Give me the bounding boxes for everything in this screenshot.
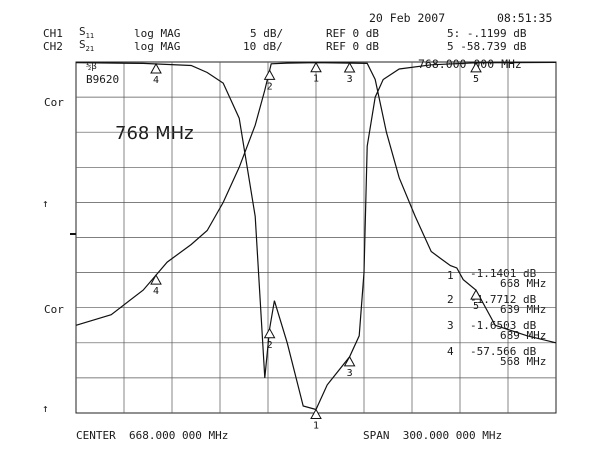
marker-label: 1 [313,420,319,431]
ch2-label: CH2 [43,40,63,53]
marker-4-s11 [150,62,162,74]
marker-label: 5 [473,301,479,312]
marker-table-number: 1 [447,269,454,282]
marker-table-number: 2 [447,293,454,306]
ch2-scale: 10 dB/ [243,40,283,53]
marker-2-s11 [263,327,276,339]
correction-indicator-top: Cor [44,96,64,109]
marker-2-s21 [263,69,276,80]
marker-5-s11 [470,61,482,73]
marker-3-s21 [343,62,356,73]
marker-label: 3 [347,368,353,379]
marker-label: 5 [473,74,479,85]
marker-table-frequency: 668 MHz [500,277,547,290]
ch1-label: CH1 [43,27,63,40]
ch2-param: S21 [79,38,95,54]
averaging-value: B9620 [86,73,120,86]
reference-arrow-icon: ↑ [42,402,49,415]
marker-table-number: 3 [447,319,454,332]
marker-label: 2 [267,340,273,351]
marker-label: 3 [347,74,353,85]
ch1-format: log MAG [134,27,181,40]
marker-5-s21 [470,289,482,300]
marker-label: 4 [153,75,159,86]
span-frequency: SPAN 300.000 000 MHz [363,429,503,442]
marker-table-frequency: 689 MHz [500,329,547,342]
marker-table-value: -1.7712 dB [470,293,537,306]
marker-1-s21 [310,61,322,73]
marker-4-s21 [150,274,162,285]
averaging-symbol: ½β [86,62,97,72]
center-frequency: CENTER 668.000 000 MHz [76,429,229,442]
marker-table-number: 4 [447,345,454,358]
ch1-reference: REF 0 dB [326,27,379,40]
marker-1-s11 [310,408,322,419]
marker-table-frequency: 568 MHz [500,355,547,368]
correction-indicator-bottom: Cor [44,303,64,316]
ch2-reference: REF 0 dB [326,40,379,53]
ch1-param: S11 [79,25,95,41]
marker-3-s11 [343,355,356,367]
marker-label: 1 [313,74,319,85]
trace-s11 [75,61,557,411]
marker-table-value: -1.1401 dB [470,267,537,280]
sweep-date: 20 Feb 2007 [369,11,446,25]
marker-table-value: -57.566 dB [470,345,537,358]
marker-label: 4 [153,286,159,297]
ch2-format: log MAG [134,40,181,53]
marker-table-frequency: 639 MHz [500,303,547,316]
trace-s21 [75,62,557,344]
ch2-marker-readout: 5 -58.739 dB [447,40,527,53]
ch1-marker-readout: 5: -.1199 dB [447,27,527,40]
reference-arrow-icon: ↑ [42,197,49,210]
marker-label: 2 [267,81,273,92]
ch1-scale: 5 dB/ [250,27,284,40]
handwritten-note: 768 MHz [115,123,194,144]
sweep-time: 08:51:35 [497,11,553,25]
